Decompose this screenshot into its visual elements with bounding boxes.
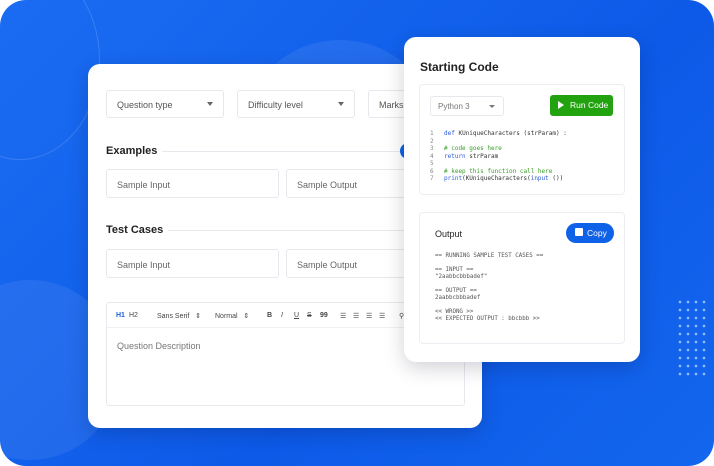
chevron-down-icon	[207, 102, 213, 106]
italic-button[interactable]: I	[281, 312, 283, 319]
divider	[162, 151, 402, 152]
code-token: print	[444, 175, 463, 182]
code-token: # code goes here	[444, 145, 502, 152]
code-token: ())	[548, 175, 564, 182]
output-title: Output	[435, 229, 463, 239]
test-input-field[interactable]: Sample Input	[106, 249, 279, 278]
dot-pattern	[676, 298, 710, 378]
line-number: 6	[430, 167, 434, 175]
code-editor[interactable]: 1 def KUniqueCharacters (strParam) : 2 3 # c…	[430, 130, 567, 183]
placeholder: Sample Input	[117, 180, 171, 190]
label: Python 3	[438, 102, 470, 111]
code-line: 2	[430, 138, 567, 146]
run-code-button[interactable]: Run Code	[550, 95, 613, 116]
underline-button[interactable]: U	[294, 312, 300, 319]
copy-button[interactable]: Copy	[566, 223, 614, 243]
code-card: Starting Code Python 3 Run Code 1 def KUn…	[404, 37, 640, 362]
line-number: 5	[430, 160, 434, 167]
line-number: 7	[430, 175, 434, 182]
decorative-ring	[0, 0, 100, 160]
line-number: 2	[430, 137, 434, 145]
line-number: 3	[430, 145, 434, 152]
bold-button[interactable]: B	[267, 312, 273, 319]
line-number: 4	[430, 152, 434, 160]
line-number: 1	[430, 130, 434, 137]
code-token: (KUniqueCharacters(	[462, 175, 531, 182]
code-token: return	[444, 152, 466, 160]
starting-code-title: Starting Code	[420, 60, 499, 74]
description-placeholder: Question Description	[117, 341, 201, 351]
placeholder: Sample Input	[117, 260, 171, 270]
label: Sans Serif	[157, 313, 190, 320]
label: Copy	[587, 228, 607, 238]
size-select[interactable]: Normal ⇕	[215, 313, 250, 320]
output-text: == RUNNING SAMPLE TEST CASES == == INPUT…	[435, 253, 544, 322]
code-token: KUniqueCharacters (strParam) :	[458, 130, 567, 137]
chevron-down-icon	[489, 105, 495, 108]
placeholder: Sample Output	[297, 180, 358, 190]
question-type-dropdown[interactable]: Question type	[106, 90, 224, 118]
code-token: def	[444, 130, 455, 137]
placeholder: Sample Output	[297, 260, 358, 270]
code-line: 7 print(KUniqueCharacters(input ())	[430, 175, 567, 183]
divider	[168, 230, 408, 231]
play-icon	[558, 101, 564, 109]
label: Run Code	[570, 100, 609, 110]
question-description-editor[interactable]: H1 H2 Sans Serif ⇕ Normal ⇕ B I U S 99 ☰…	[106, 302, 465, 406]
sample-input-field[interactable]: Sample Input	[106, 169, 279, 198]
label: Normal	[215, 313, 238, 320]
h2-button[interactable]: H2	[129, 312, 138, 319]
quote-button[interactable]: 99	[320, 312, 328, 319]
bullet-list-icon[interactable]: ☰	[353, 313, 360, 320]
h1-button[interactable]: H1	[116, 312, 125, 319]
copy-icon	[575, 228, 583, 236]
label: Marks	[379, 100, 404, 110]
font-select[interactable]: Sans Serif ⇕	[157, 313, 201, 320]
code-token: strParam	[465, 152, 499, 160]
chevron-down-icon	[338, 102, 344, 106]
code-editor-box: Python 3 Run Code 1 def KUniqueCharacters…	[419, 84, 625, 195]
code-line: 3 # code goes here	[430, 145, 567, 153]
link-icon[interactable]: ⚲	[399, 313, 405, 320]
code-line: 6 # keep this function call here	[430, 168, 567, 176]
code-line: 5	[430, 160, 567, 168]
test-cases-heading: Test Cases	[106, 224, 164, 236]
indent-icon[interactable]: ☰	[366, 313, 373, 320]
editor-toolbar: H1 H2 Sans Serif ⇕ Normal ⇕ B I U S 99 ☰…	[107, 303, 464, 328]
label: Difficulty level	[248, 100, 303, 110]
code-token: # keep this function call here	[444, 167, 553, 175]
code-line: 4 return strParam	[430, 153, 567, 161]
code-token: input	[530, 175, 549, 182]
strike-button[interactable]: S	[307, 312, 312, 319]
ordered-list-icon[interactable]: ☰	[340, 313, 347, 320]
outdent-icon[interactable]: ☰	[379, 313, 386, 320]
difficulty-dropdown[interactable]: Difficulty level	[237, 90, 355, 118]
output-box: Output Copy == RUNNING SAMPLE TEST CASES…	[419, 212, 625, 344]
code-line: 1 def KUniqueCharacters (strParam) :	[430, 130, 567, 138]
language-select[interactable]: Python 3	[430, 96, 504, 116]
examples-heading: Examples	[106, 145, 158, 157]
label: Question type	[117, 100, 173, 110]
